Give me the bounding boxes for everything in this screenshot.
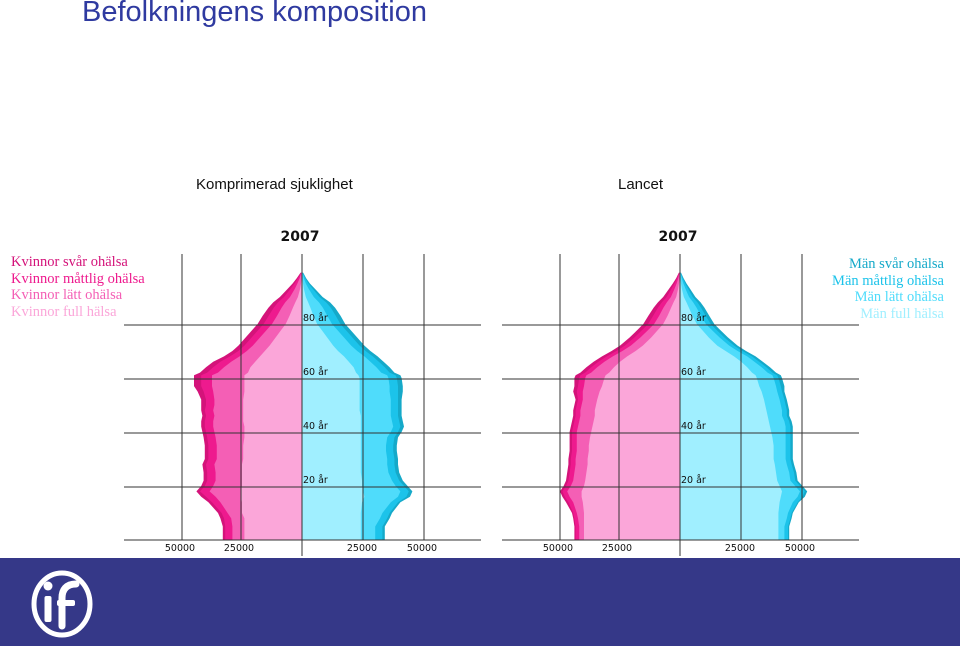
legend-men-full: Män full hälsa [860,305,944,322]
left-y-tick-label: 60 år [303,367,328,378]
legend-women-mild: Kvinnor lätt ohälsa [11,287,123,303]
legend-men-mild: Män lätt ohälsa [854,289,944,305]
legend-women-full: Kvinnor full hälsa [11,303,117,320]
left-x-tick-label: 25000 [224,543,254,554]
left-men-band-män-full-hälsa [302,272,365,540]
men-legend: Män svår ohälsa Män måttlig ohälsa Män l… [832,256,944,322]
left-y-tick-label: 80 år [303,313,328,324]
women-legend: Kvinnor svår ohälsa Kvinnor måttlig ohäl… [11,254,145,320]
right-y-tick-label: 60 år [681,367,706,378]
right-chart-subtitle: Lancet [618,176,664,193]
right-x-tick-label: 50000 [785,543,815,554]
right-y-tick-label: 20 år [681,475,706,486]
left-x-tick-label: 25000 [347,543,377,554]
legend-women-severe: Kvinnor svår ohälsa [11,254,128,270]
legend-men-moderate: Män måttlig ohälsa [832,272,944,289]
page-title: Befolkningens komposition [82,0,427,28]
left-x-tick-label: 50000 [407,543,437,554]
right-chart-year-title: 2007 [659,229,698,245]
left-x-tick-label: 50000 [165,543,195,554]
right-x-tick-label: 25000 [725,543,755,554]
right-men-band-män-full-hälsa [680,272,782,540]
left-y-tick-label: 40 år [303,421,328,432]
left-chart-subtitle: Komprimerad sjuklighet [196,176,353,193]
right-x-tick-label: 25000 [602,543,632,554]
legend-women-moderate: Kvinnor måttlig ohälsa [11,270,145,287]
left-y-tick-label: 20 år [303,475,328,486]
left-chart-year-title: 2007 [281,229,320,245]
footer-bar [0,558,960,646]
legend-men-severe: Män svår ohälsa [848,256,944,272]
right-y-tick-label: 80 år [681,313,706,324]
right-y-tick-label: 40 år [681,421,706,432]
right-women-band-kvinnor-full-hälsa [581,272,680,540]
population-pyramid-left: 80 år 60 år 40 år 20 år 50000 25000 25000 50000… [124,229,481,556]
organization-logo-icon [31,570,93,638]
population-pyramid-right: 80 år 60 år 40 år 20 år 50000 25000 25000 50000… [502,229,859,556]
right-x-tick-label: 50000 [543,543,573,554]
left-women-band-kvinnor-full-hälsa [240,272,302,540]
